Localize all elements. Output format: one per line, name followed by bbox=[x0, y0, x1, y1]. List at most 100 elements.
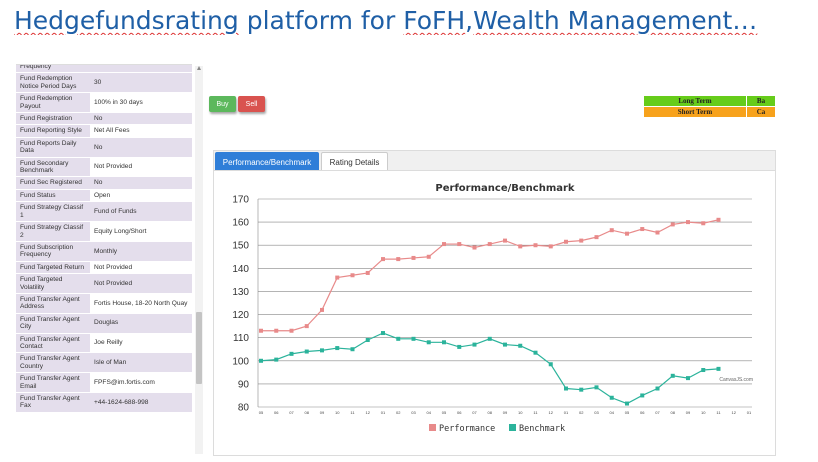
x-tick-label: 12 bbox=[366, 410, 371, 415]
scroll-up-arrow-icon[interactable] bbox=[197, 66, 201, 70]
y-tick-label: 160 bbox=[232, 218, 249, 229]
data-point-performance bbox=[426, 254, 431, 259]
data-point-benchmark bbox=[487, 336, 492, 341]
attribute-label: Frequency bbox=[16, 65, 90, 74]
attribute-row: Fund Transfer Agent Country Isle of Man bbox=[16, 352, 192, 374]
data-point-performance bbox=[548, 244, 553, 249]
attribute-label: Fund Redemption Notice Period Days bbox=[16, 72, 90, 94]
attribute-label: Fund Targeted Return bbox=[16, 261, 90, 275]
attribute-row: Fund Secondary Benchmark Not Provided bbox=[16, 157, 192, 178]
short-term-value: Ca bbox=[746, 106, 776, 118]
attribute-value: Not Provided bbox=[90, 273, 192, 294]
buy-button[interactable]: Buy bbox=[209, 96, 236, 112]
x-tick-label: 12 bbox=[549, 410, 554, 415]
data-point-benchmark bbox=[655, 386, 660, 391]
x-tick-label: 04 bbox=[427, 410, 432, 415]
x-tick-label: 08 bbox=[671, 410, 676, 415]
data-point-performance bbox=[365, 270, 370, 275]
legend-label-benchmark: Benchmark bbox=[519, 424, 565, 434]
chart-credit: CanvasJS.com bbox=[719, 377, 753, 383]
scrollbar-thumb[interactable] bbox=[196, 312, 202, 384]
attribute-row: Fund Transfer Agent Address Fortis House,… bbox=[16, 293, 192, 314]
attribute-label: Fund Subscription Frequency bbox=[16, 241, 90, 262]
data-point-benchmark bbox=[396, 336, 401, 341]
data-point-benchmark bbox=[274, 357, 279, 362]
attribute-label: Fund Transfer Agent City bbox=[16, 313, 90, 334]
x-tick-label: 10 bbox=[701, 410, 706, 415]
x-tick-label: 09 bbox=[320, 410, 325, 415]
attribute-row: Fund Sec Registered No bbox=[16, 176, 192, 190]
attribute-value: Net All Fees bbox=[90, 124, 192, 138]
x-tick-label: 02 bbox=[579, 410, 584, 415]
legend-label-performance: Performance bbox=[439, 424, 495, 434]
title-main: Hedgefundsrating bbox=[14, 6, 239, 35]
short-term-label: Short Term bbox=[643, 106, 747, 118]
data-point-benchmark bbox=[579, 387, 584, 392]
data-point-benchmark bbox=[533, 350, 538, 355]
data-point-performance bbox=[518, 244, 523, 249]
data-point-performance bbox=[396, 257, 401, 262]
attribute-label: Fund Status bbox=[16, 189, 90, 203]
y-tick-label: 90 bbox=[238, 379, 250, 390]
x-tick-label: 09 bbox=[686, 410, 691, 415]
x-tick-label: 07 bbox=[289, 410, 294, 415]
data-point-benchmark bbox=[304, 349, 309, 354]
y-tick-label: 80 bbox=[238, 403, 250, 414]
attribute-label: Fund Transfer Agent Email bbox=[16, 372, 90, 393]
sell-button[interactable]: Sell bbox=[238, 96, 265, 112]
x-tick-label: 12 bbox=[732, 410, 737, 415]
attribute-value: +44-1624-688-998 bbox=[90, 392, 192, 413]
data-point-benchmark bbox=[350, 347, 355, 352]
attribute-row: Fund Strategy Classif 1 Fund of Funds bbox=[16, 201, 192, 223]
data-point-benchmark bbox=[518, 343, 523, 348]
attribute-value: Not Provided bbox=[90, 157, 192, 178]
y-tick-label: 150 bbox=[232, 241, 249, 252]
data-point-benchmark bbox=[548, 362, 553, 367]
x-tick-label: 03 bbox=[411, 410, 416, 415]
data-point-performance bbox=[579, 238, 584, 243]
data-point-performance bbox=[533, 243, 538, 248]
y-tick-label: 120 bbox=[232, 310, 249, 321]
x-tick-label: 05 bbox=[625, 410, 630, 415]
attribute-value: 30 bbox=[90, 72, 192, 94]
data-point-performance bbox=[670, 222, 675, 227]
data-point-performance bbox=[701, 221, 706, 226]
x-tick-label: 05 bbox=[259, 410, 264, 415]
title-mid: platform for bbox=[238, 6, 404, 35]
attribute-row: Fund Transfer Agent Contact Joe Reilly bbox=[16, 333, 192, 354]
attribute-label: Fund Strategy Classif 1 bbox=[16, 201, 90, 223]
attribute-value: No bbox=[90, 137, 192, 158]
fund-attributes-table: Frequency Fund Redemption Notice Period D… bbox=[16, 65, 192, 417]
attribute-value: Open bbox=[90, 189, 192, 203]
attribute-row: Fund Transfer Agent City Douglas bbox=[16, 313, 192, 334]
x-tick-label: 03 bbox=[594, 410, 599, 415]
page-title: Hedgefundsrating platform for FoFH,Wealt… bbox=[14, 6, 814, 35]
attribute-row: Fund Targeted Volatility Not Provided bbox=[16, 273, 192, 294]
long-term-rating-row: Long Term Ba bbox=[643, 95, 776, 107]
attribute-row: Fund Reports Daily Data No bbox=[16, 137, 192, 158]
data-point-performance bbox=[274, 328, 279, 333]
data-point-performance bbox=[716, 217, 721, 222]
data-point-performance bbox=[381, 257, 385, 262]
data-point-benchmark bbox=[640, 393, 645, 398]
tab-rating-details[interactable]: Rating Details bbox=[321, 152, 388, 171]
series-line-performance bbox=[261, 219, 719, 332]
long-term-label: Long Term bbox=[643, 95, 747, 107]
data-point-performance bbox=[640, 227, 645, 232]
attribute-value: Isle of Man bbox=[90, 352, 192, 374]
x-tick-label: 07 bbox=[655, 410, 660, 415]
data-point-benchmark bbox=[365, 337, 370, 342]
data-point-benchmark bbox=[701, 368, 706, 373]
data-point-benchmark bbox=[472, 342, 477, 347]
attribute-row: Fund Redemption Payout 100% in 30 days bbox=[16, 92, 192, 114]
attribute-label: Fund Transfer Agent Country bbox=[16, 352, 90, 374]
data-point-performance bbox=[289, 328, 294, 333]
data-point-benchmark bbox=[381, 331, 385, 336]
attributes-scrollbar[interactable] bbox=[195, 66, 203, 454]
tab-performance-benchmark[interactable]: Performance/Benchmark bbox=[215, 152, 319, 171]
data-point-benchmark bbox=[594, 385, 599, 390]
fund-attributes-panel: Frequency Fund Redemption Notice Period D… bbox=[16, 64, 192, 454]
data-point-performance bbox=[686, 220, 690, 225]
attribute-row: Fund Subscription Frequency Monthly bbox=[16, 241, 192, 262]
data-point-performance bbox=[442, 242, 446, 247]
